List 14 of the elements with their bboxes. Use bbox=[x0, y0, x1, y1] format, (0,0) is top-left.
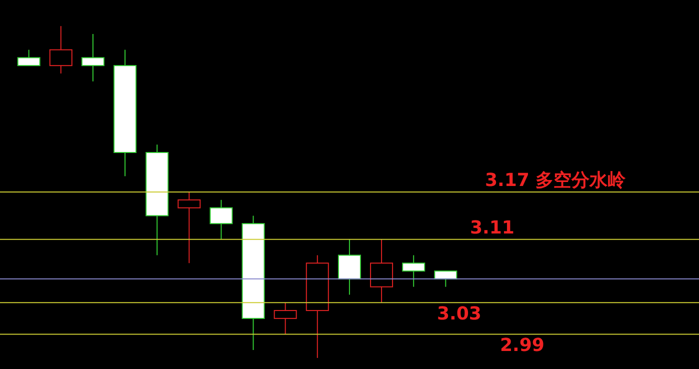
candlestick bbox=[49, 26, 72, 74]
ref-line-label: 3.11 bbox=[470, 217, 514, 238]
candlestick bbox=[370, 238, 394, 304]
candlestick bbox=[178, 192, 201, 264]
ref-line-label: 3.17 多空分水岭 bbox=[485, 170, 627, 192]
candlestick bbox=[210, 199, 233, 240]
candlestick bbox=[434, 270, 458, 288]
ref-line-label: 2.99 bbox=[500, 335, 544, 356]
candlestick bbox=[402, 254, 426, 288]
candlestick bbox=[81, 33, 104, 82]
ref-line-label: 3.03 bbox=[437, 304, 482, 325]
candlestick bbox=[17, 49, 40, 66]
candlestick bbox=[274, 302, 297, 335]
candlestick bbox=[338, 238, 361, 296]
